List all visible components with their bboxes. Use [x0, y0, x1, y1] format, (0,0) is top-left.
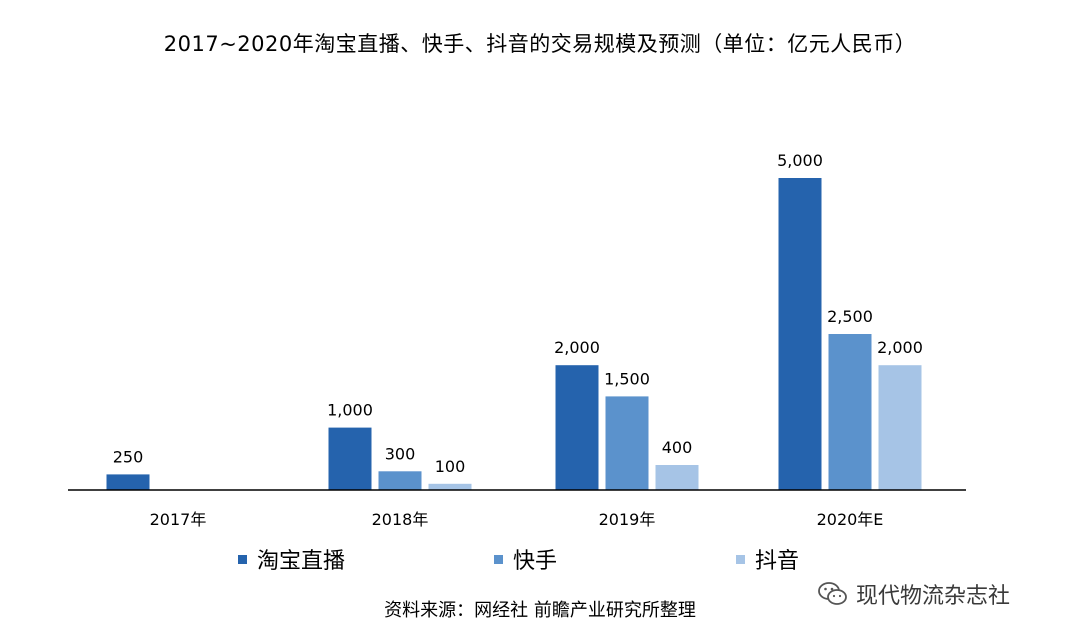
legend-item-taobao: 淘宝直播	[238, 543, 345, 575]
data-label-taobao-1: 1,000	[327, 401, 373, 420]
x-tick-label-3: 2020年E	[817, 510, 884, 529]
bar-douyin-3	[878, 365, 922, 490]
data-label-kuaishou-1: 300	[385, 444, 416, 463]
data-label-douyin-2: 400	[662, 438, 693, 457]
bar-taobao-3	[778, 178, 822, 490]
legend-label-kuaishou: 快手	[513, 549, 558, 574]
legend-swatch-taobao	[238, 554, 247, 564]
bars-group	[106, 178, 922, 490]
legend-item-douyin: 抖音	[736, 543, 799, 575]
watermark-text: 现代物流杂志社	[856, 584, 1011, 609]
legend-label-taobao: 淘宝直播	[257, 549, 346, 574]
legend-swatch-douyin	[736, 554, 745, 564]
source-note: 资料来源：网经社 前瞻产业研究所整理	[384, 600, 696, 621]
bar-douyin-2	[655, 465, 699, 490]
bar-taobao-2	[555, 365, 599, 490]
x-tick-label-1: 2018年	[372, 510, 429, 529]
value-labels-group: 2501,0003001002,0001,5004005,0002,5002,0…	[113, 151, 923, 476]
wechat-icon	[818, 582, 847, 605]
bar-douyin-1	[428, 483, 472, 490]
watermark: 现代物流杂志社	[818, 578, 1010, 610]
data-label-kuaishou-2: 1,500	[604, 369, 650, 388]
x-tick-label-2: 2019年	[599, 510, 656, 529]
data-label-douyin-3: 2,000	[877, 338, 923, 357]
data-label-taobao-3: 5,000	[777, 151, 823, 170]
bar-taobao-1	[328, 427, 372, 490]
bar-kuaishou-3	[828, 334, 872, 490]
legend-swatch-kuaishou	[494, 554, 503, 564]
data-label-kuaishou-3: 2,500	[827, 307, 873, 326]
chart-title: 2017~2020年淘宝直播、快手、抖音的交易规模及预测（单位：亿元人民币）	[163, 32, 917, 56]
data-label-douyin-1: 100	[435, 457, 466, 476]
bar-kuaishou-2	[605, 396, 649, 490]
data-label-taobao-2: 2,000	[554, 338, 600, 357]
bar-kuaishou-1	[378, 471, 422, 490]
legend-label-douyin: 抖音	[755, 549, 800, 574]
data-label-taobao-0: 250	[113, 447, 144, 466]
x-tick-label-0: 2017年	[150, 510, 207, 529]
legend-item-kuaishou: 快手	[494, 543, 557, 575]
x-tick-labels-group: 2017年 2018年 2019年 2020年E	[150, 510, 884, 529]
bar-taobao-0	[106, 474, 150, 490]
legend: 淘宝直播 快手 抖音	[0, 543, 1080, 575]
